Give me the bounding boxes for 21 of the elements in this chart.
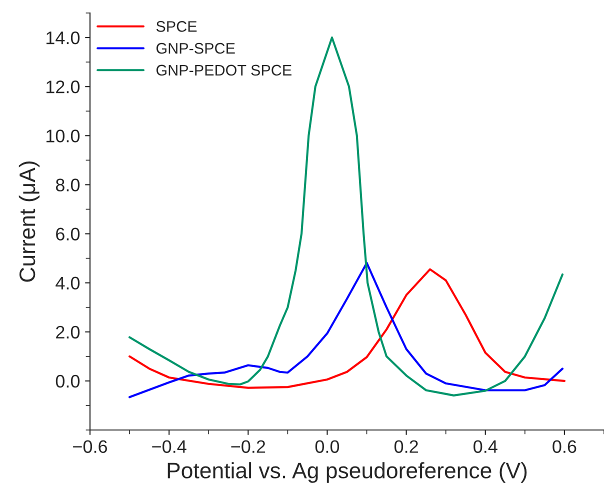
x-tick-label: 0.4 bbox=[474, 440, 498, 453]
x-tick-label: −0.4 bbox=[152, 440, 186, 453]
x-tick-label: −0.2 bbox=[231, 440, 266, 453]
y-tick-label: 6.0 bbox=[56, 228, 80, 240]
y-tick-label: 10.0 bbox=[46, 130, 80, 142]
y-axis-title: Current (μA) bbox=[18, 162, 40, 282]
y-tick-label: 12.0 bbox=[46, 80, 80, 94]
x-tick-label: 0.0 bbox=[315, 440, 340, 453]
x-axis-title: Potential vs. Ag pseudoreference (V) bbox=[168, 462, 527, 483]
x-tick-label: −0.6 bbox=[73, 440, 108, 453]
x-tick-label: 0.6 bbox=[552, 440, 576, 453]
x-tick-label: 0.2 bbox=[394, 440, 418, 453]
y-tick-label: 2.0 bbox=[56, 326, 80, 339]
line-series bbox=[128, 36, 564, 396]
legend-label: SPCE bbox=[156, 21, 197, 32]
legend-label: GNP-SPCE bbox=[156, 42, 235, 54]
y-tick-label: 14.0 bbox=[46, 31, 80, 44]
y-tick-label: 4.0 bbox=[56, 276, 80, 290]
y-tick-label: 0.0 bbox=[56, 374, 80, 388]
y-tick-label: 8.0 bbox=[56, 178, 80, 192]
legend-label: GNP-PEDOT SPCE bbox=[156, 64, 292, 76]
